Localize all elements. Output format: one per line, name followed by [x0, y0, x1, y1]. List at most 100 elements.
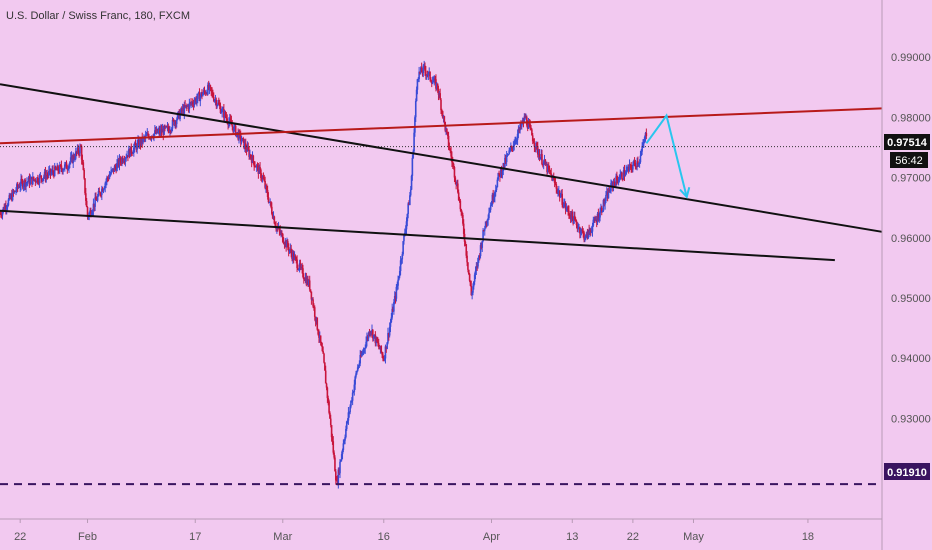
candle-body	[404, 229, 407, 233]
candle-body	[376, 337, 378, 342]
candle-body	[368, 332, 371, 335]
candle-body	[81, 159, 84, 163]
candle-body	[459, 200, 462, 210]
candle-body	[436, 83, 439, 90]
candle-body	[523, 116, 526, 123]
candle-body	[184, 105, 186, 107]
candle-body	[387, 333, 389, 343]
candle-body	[567, 207, 569, 211]
candle-body	[164, 126, 167, 128]
candle-body	[473, 274, 476, 282]
current-price-label: 0.97514	[887, 137, 928, 149]
candle-body	[508, 150, 510, 155]
candle-body	[159, 129, 162, 134]
candle-body	[349, 406, 351, 413]
candle-body	[59, 165, 62, 167]
candle-body	[485, 221, 488, 224]
candle-body	[370, 331, 372, 333]
time-tick-label: 13	[566, 531, 578, 543]
candle-body	[509, 149, 511, 151]
candle-body	[410, 175, 413, 190]
candle-body	[552, 177, 554, 181]
candle-body	[214, 99, 217, 101]
candle-body	[25, 182, 27, 187]
candle-body	[614, 183, 617, 186]
candle-body	[186, 105, 189, 107]
candle-body	[21, 180, 24, 188]
candle-body	[559, 196, 562, 198]
candle-body	[23, 180, 26, 186]
candle-body	[557, 191, 559, 193]
candle-body	[310, 291, 313, 300]
candle-body	[183, 105, 186, 114]
candle-body	[595, 219, 597, 221]
candle-body	[464, 241, 467, 245]
candle-body	[79, 146, 81, 154]
candle-body	[635, 166, 638, 168]
candle-body	[548, 169, 551, 171]
candle-body	[1, 210, 4, 216]
candle-body	[586, 232, 589, 239]
candle-body	[141, 137, 144, 143]
candle-body	[393, 302, 395, 312]
candle-body	[244, 143, 247, 149]
candle-body	[249, 154, 251, 157]
candle-body	[451, 162, 454, 164]
candle-body	[636, 161, 638, 167]
candle-body	[478, 255, 480, 258]
candle-body	[432, 81, 435, 83]
candle-body	[84, 178, 86, 194]
candle-body	[15, 190, 17, 192]
candle-body	[265, 185, 267, 188]
candle-body	[174, 121, 176, 126]
candle-body	[472, 286, 474, 293]
candle-body	[282, 241, 285, 244]
candle-body	[65, 162, 68, 169]
candle-body	[425, 74, 428, 76]
candle-body	[37, 182, 40, 184]
candle-body	[334, 457, 336, 472]
candle-body	[590, 230, 592, 232]
candle-body	[363, 348, 366, 350]
price-tick-label: 0.97000	[891, 173, 931, 185]
candle-body	[625, 169, 627, 175]
candle-body	[298, 263, 301, 270]
candle-body	[77, 147, 80, 153]
candle-body	[391, 308, 393, 318]
candle-body	[462, 215, 464, 224]
candle-body	[44, 171, 47, 180]
candle-body	[467, 262, 469, 270]
price-axis[interactable]: 0.99000 0.98000 0.97000 0.96000 0.95000 0.940…	[891, 52, 931, 425]
candle-body	[424, 65, 426, 71]
candle-body	[388, 326, 391, 336]
candle-body	[202, 93, 204, 97]
candle-body	[159, 129, 161, 134]
candle-body	[176, 113, 179, 120]
time-tick-label: 17	[189, 531, 201, 543]
candle-body	[575, 220, 578, 226]
candle-body	[199, 95, 202, 102]
candle-body	[358, 363, 361, 367]
candle-body	[47, 175, 49, 177]
candle-body	[217, 102, 219, 106]
candle-body	[473, 281, 475, 287]
candle-body	[545, 164, 548, 166]
candle-body	[331, 437, 334, 442]
candle-body	[420, 67, 422, 73]
candle-body	[51, 169, 53, 173]
candle-body	[186, 105, 188, 107]
time-axis[interactable]: 22 Feb 17 Mar 16 Apr 13 22 May 18	[14, 519, 814, 543]
candle-body	[417, 79, 420, 81]
candle-body	[76, 147, 79, 153]
candle-body	[288, 250, 291, 252]
candle-body	[10, 194, 12, 199]
candle-body	[356, 371, 358, 374]
candle-body	[170, 130, 172, 132]
candle-body	[582, 231, 585, 233]
candle-body	[315, 317, 318, 322]
candle-body	[460, 209, 462, 213]
candle-body	[106, 177, 108, 182]
candle-body	[63, 168, 65, 170]
